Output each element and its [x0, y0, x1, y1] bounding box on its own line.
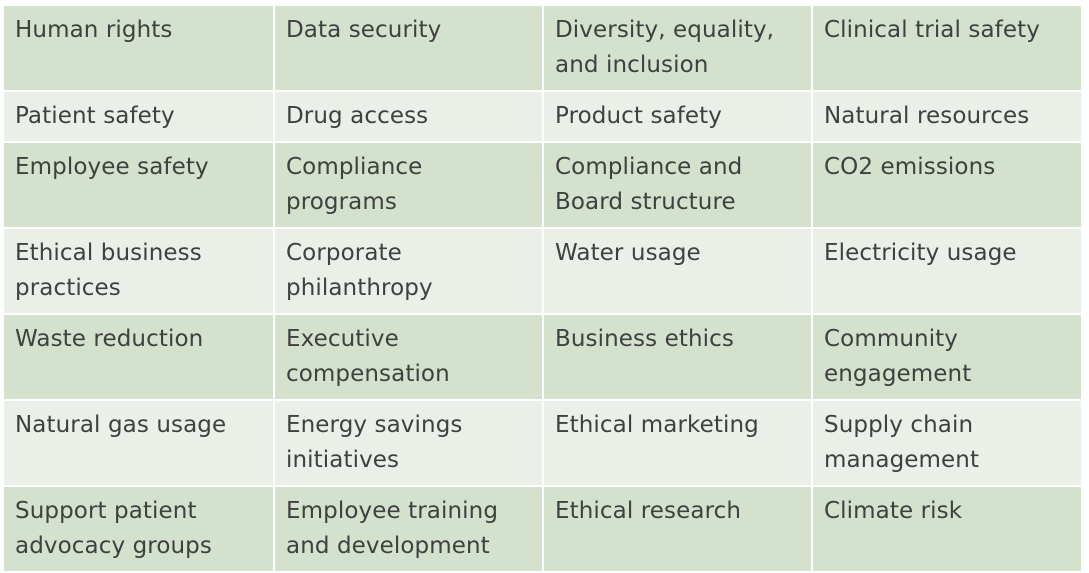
table-cell: Corporate philanthropy: [274, 228, 544, 315]
table-row: Natural gas usage Energy savings initiat…: [4, 400, 1081, 487]
topics-table-container: Human rights Data security Diversity, eq…: [4, 6, 1081, 573]
table-cell: Climate risk: [812, 486, 1081, 573]
table-row: Support patient advocacy groups Employee…: [4, 486, 1081, 573]
table-cell: Ethical business practices: [4, 228, 275, 315]
table-cell: Electricity usage: [812, 228, 1081, 315]
table-cell: Support patient advocacy groups: [4, 486, 275, 573]
table-cell: Ethical marketing: [543, 400, 813, 487]
table-row: Patient safety Drug access Product safet…: [4, 91, 1081, 143]
table-cell: Employee training and development: [274, 486, 544, 573]
table-cell: Ethical research: [543, 486, 813, 573]
table-cell: Compliance and Board structure: [543, 142, 813, 229]
table-cell: Supply chain management: [812, 400, 1081, 487]
table-cell: Diversity, equality, and inclusion: [543, 6, 813, 92]
table-cell: Energy savings initiatives: [274, 400, 544, 487]
table-cell: Compliance programs: [274, 142, 544, 229]
table-row: Employee safety Compliance programs Comp…: [4, 142, 1081, 229]
table-cell: Water usage: [543, 228, 813, 315]
table-cell: Data security: [274, 6, 544, 92]
topics-table: Human rights Data security Diversity, eq…: [4, 6, 1081, 573]
table-cell: CO2 emissions: [812, 142, 1081, 229]
table-cell: Community engagement: [812, 314, 1081, 401]
table-cell: Human rights: [4, 6, 275, 92]
table-cell: Natural resources: [812, 91, 1081, 143]
table-cell: Waste reduction: [4, 314, 275, 401]
table-cell: Employee safety: [4, 142, 275, 229]
table-cell: Executive compensation: [274, 314, 544, 401]
table-cell: Natural gas usage: [4, 400, 275, 487]
table-row: Ethical business practices Corporate phi…: [4, 228, 1081, 315]
table-cell: Clinical trial safety: [812, 6, 1081, 92]
table-cell: Business ethics: [543, 314, 813, 401]
table-row: Waste reduction Executive compensation B…: [4, 314, 1081, 401]
table-cell: Patient safety: [4, 91, 275, 143]
table-row: Human rights Data security Diversity, eq…: [4, 6, 1081, 92]
table-cell: Drug access: [274, 91, 544, 143]
table-cell: Product safety: [543, 91, 813, 143]
